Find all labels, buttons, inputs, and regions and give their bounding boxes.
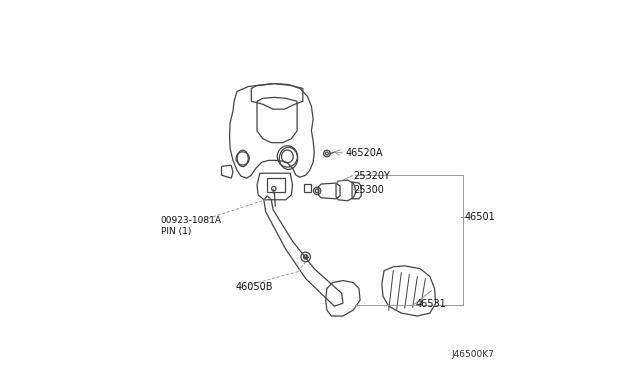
Text: 00923-1081A: 00923-1081A: [161, 216, 221, 225]
Text: 25320Y: 25320Y: [353, 171, 390, 181]
Text: 46050B: 46050B: [236, 282, 273, 292]
Text: 46520A: 46520A: [346, 148, 383, 158]
Text: J46500K7: J46500K7: [451, 350, 494, 359]
Text: PIN (1): PIN (1): [161, 227, 191, 236]
Text: 25300: 25300: [353, 185, 384, 195]
Text: 46531: 46531: [415, 299, 446, 309]
Text: 46501: 46501: [465, 212, 495, 222]
